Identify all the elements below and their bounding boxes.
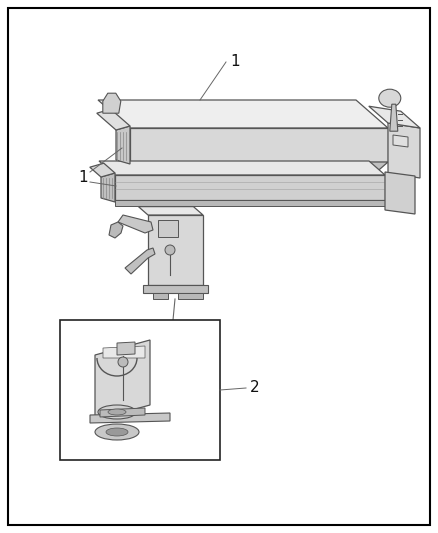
Polygon shape — [125, 248, 155, 274]
Polygon shape — [97, 109, 130, 130]
Polygon shape — [117, 342, 135, 355]
Polygon shape — [393, 135, 408, 147]
Polygon shape — [138, 207, 203, 215]
Polygon shape — [178, 293, 203, 299]
Ellipse shape — [106, 428, 128, 436]
Polygon shape — [90, 413, 170, 423]
Polygon shape — [100, 408, 145, 417]
Polygon shape — [90, 163, 115, 177]
Polygon shape — [143, 285, 208, 293]
Circle shape — [118, 357, 128, 367]
Polygon shape — [109, 222, 123, 238]
Polygon shape — [95, 340, 150, 420]
Polygon shape — [116, 126, 130, 164]
Polygon shape — [115, 175, 385, 200]
Text: 1: 1 — [230, 54, 240, 69]
Polygon shape — [115, 200, 385, 206]
Text: 1: 1 — [78, 171, 88, 185]
Polygon shape — [148, 215, 203, 285]
Circle shape — [165, 245, 175, 255]
Ellipse shape — [95, 424, 139, 440]
Polygon shape — [98, 100, 388, 128]
Polygon shape — [390, 104, 398, 131]
Polygon shape — [385, 172, 415, 214]
Polygon shape — [99, 161, 385, 175]
Polygon shape — [369, 106, 420, 128]
Polygon shape — [103, 93, 121, 113]
Polygon shape — [153, 293, 168, 299]
Polygon shape — [101, 173, 115, 202]
Polygon shape — [118, 215, 153, 233]
Polygon shape — [130, 128, 388, 162]
Ellipse shape — [379, 89, 401, 107]
Ellipse shape — [98, 405, 136, 419]
Text: 2: 2 — [250, 381, 260, 395]
Polygon shape — [103, 346, 145, 358]
Polygon shape — [120, 162, 388, 171]
Ellipse shape — [108, 409, 126, 415]
Bar — [60, 320, 220, 460]
Polygon shape — [388, 123, 420, 178]
Polygon shape — [158, 220, 178, 237]
